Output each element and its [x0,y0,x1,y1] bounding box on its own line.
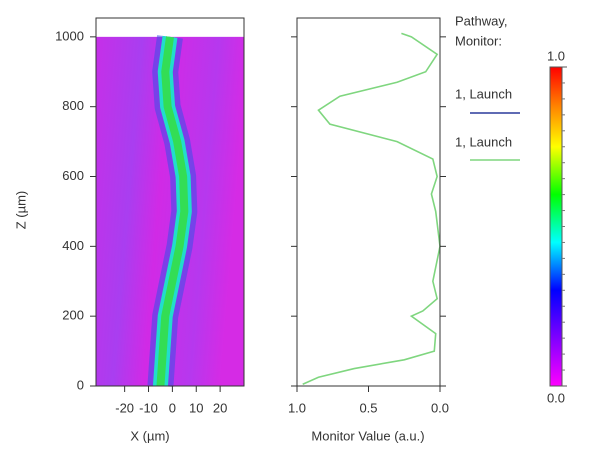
colorbar-tick-label: 0.0 [547,390,565,405]
y-tick-label: 800 [62,98,84,113]
x-tick-label: 10 [189,400,203,415]
x-tick-label: 1.0 [288,400,306,415]
colorbar-tick-label: 1.0 [547,48,565,63]
y-tick-label: 200 [62,308,84,323]
y-tick-label: 600 [62,168,84,183]
beam [156,36,189,387]
legend-label: 1, Launch [455,86,512,101]
plot-frame [296,17,441,387]
x-tick-label: 0.5 [359,400,377,415]
legend-title: Monitor: [455,33,502,48]
x-axis-label: X (µm) [130,428,169,443]
legend-label: 1, Launch [455,134,512,149]
legend-title: Pathway, [455,13,508,28]
y-axis-label: Z (µm) [13,191,28,230]
x-tick-label: 0.0 [431,400,449,415]
x-tick-label: 0 [169,400,176,415]
y-tick-label: 1000 [55,28,84,43]
y-tick-label: 400 [62,238,84,253]
x-axis-label: Monitor Value (a.u.) [311,428,424,443]
x-tick-label: 20 [213,400,227,415]
x-tick-label: -10 [139,400,158,415]
colorbar [549,66,563,387]
plot-frame [95,17,245,387]
x-tick-label: -20 [115,400,134,415]
monitor-line [302,32,441,385]
y-tick-label: 0 [77,377,84,392]
